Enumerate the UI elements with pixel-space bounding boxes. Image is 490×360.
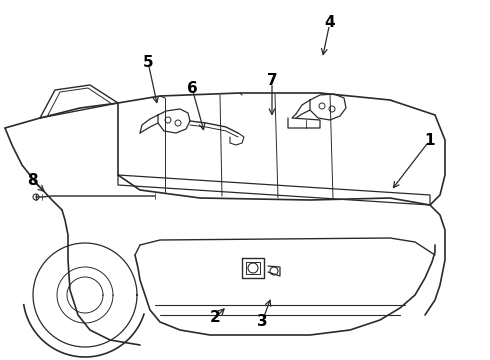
Text: 5: 5 bbox=[143, 54, 153, 69]
Text: 3: 3 bbox=[257, 315, 268, 329]
Text: 2: 2 bbox=[210, 310, 220, 325]
Text: 6: 6 bbox=[187, 81, 197, 95]
Text: 7: 7 bbox=[267, 72, 277, 87]
Text: 4: 4 bbox=[325, 14, 335, 30]
Text: 1: 1 bbox=[425, 132, 435, 148]
Text: 8: 8 bbox=[26, 172, 37, 188]
